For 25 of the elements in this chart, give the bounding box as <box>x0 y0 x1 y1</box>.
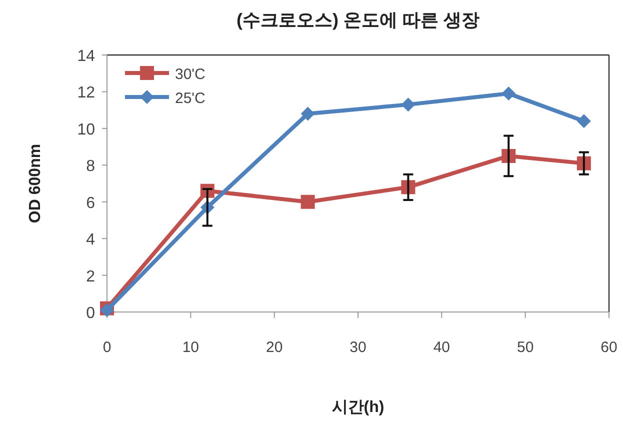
legend-label: 30'C <box>175 66 206 83</box>
y-tick-label: 8 <box>86 158 96 176</box>
y-tick-label: 12 <box>77 84 96 102</box>
y-axis-title: OD 600nm <box>27 144 44 224</box>
x-tick-label: 0 <box>102 339 112 356</box>
chart-title: (수크로오스) 온도에 따른 생장 <box>236 10 480 30</box>
x-tick-label: 40 <box>433 339 450 356</box>
y-tick-label: 10 <box>77 121 96 138</box>
point <box>401 98 416 112</box>
x-tick-label: 50 <box>516 339 534 356</box>
x-axis-title: 시간(h) <box>332 399 384 416</box>
y-tick-label: 4 <box>86 232 96 249</box>
point <box>300 106 315 121</box>
x-tick-label: 10 <box>182 339 200 356</box>
y-tick-label: 0 <box>86 305 96 322</box>
y-tick-label: 2 <box>86 268 96 286</box>
x-tick-label: 60 <box>600 339 618 356</box>
point <box>502 86 516 101</box>
x-tick-label: 30 <box>350 339 366 356</box>
point <box>576 114 591 128</box>
x-tick-label: 20 <box>266 339 283 356</box>
y-tick-label: 14 <box>77 48 96 65</box>
legend-label: 25'C <box>175 90 206 107</box>
point <box>300 194 315 209</box>
y-tick-label: 6 <box>86 194 96 212</box>
